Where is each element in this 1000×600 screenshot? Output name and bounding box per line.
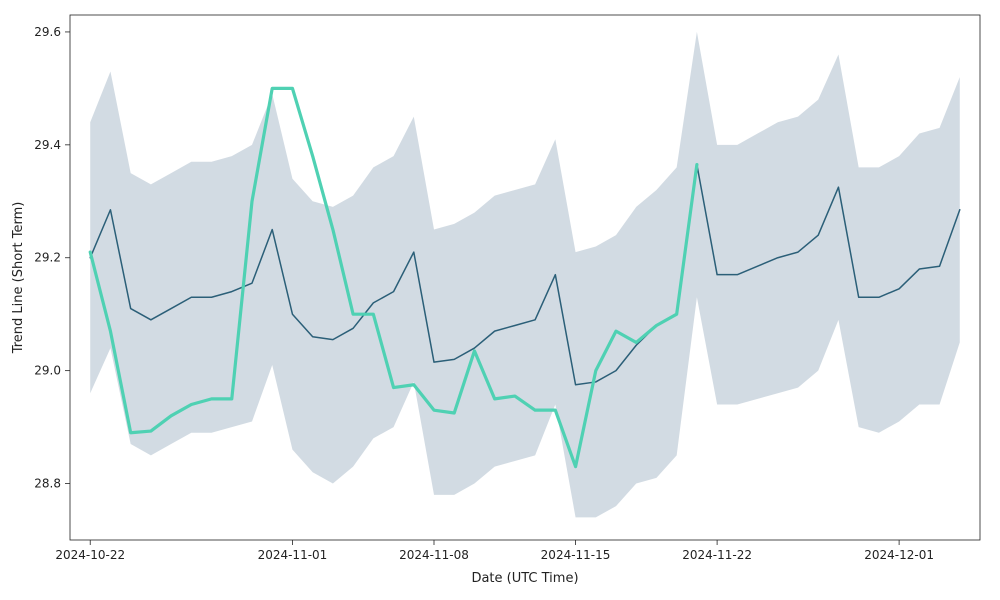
x-axis-label: Date (UTC Time) [471,571,578,586]
x-tick-label: 2024-11-22 [682,548,752,562]
x-tick-label: 2024-11-01 [258,548,328,562]
trend-chart: 28.8 29.0 29.2 29.4 29.6 2024-10-22 2024-11-01… [0,0,1000,600]
y-tick-label: 29.6 [34,25,61,39]
x-tick-label: 2024-12-01 [864,548,934,562]
x-tick-label: 2024-10-22 [55,548,125,562]
y-tick-label: 29.2 [34,251,61,265]
x-tick-label: 2024-11-15 [541,548,611,562]
y-axis-label: Trend Line (Short Term) [11,202,26,355]
y-tick-label: 29.4 [34,138,61,152]
y-tick-label: 28.8 [34,477,61,491]
y-tick-label: 29.0 [34,364,61,378]
x-tick-label: 2024-11-08 [399,548,469,562]
chart-svg: 28.8 29.0 29.2 29.4 29.6 2024-10-22 2024-11-01… [0,0,1000,600]
